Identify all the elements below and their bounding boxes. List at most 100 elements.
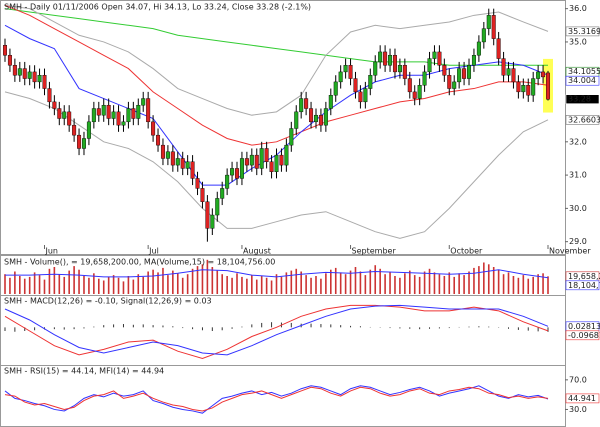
volume-bar xyxy=(132,279,135,294)
volume-bar xyxy=(137,274,140,294)
volume-bar xyxy=(58,274,61,294)
y-tick-label: 35.0 xyxy=(569,37,587,46)
volume-bar xyxy=(14,271,16,294)
volume-bar xyxy=(433,272,436,294)
volume-bar xyxy=(28,276,31,294)
candle-body xyxy=(526,85,531,96)
candle-body xyxy=(239,158,244,179)
volume-bar xyxy=(285,272,288,294)
candle-body xyxy=(541,71,546,78)
volume-bar xyxy=(423,271,426,294)
volume-bar xyxy=(517,277,520,294)
volume-bar xyxy=(147,271,149,294)
volume-bar xyxy=(63,276,66,294)
candle-body xyxy=(363,88,368,103)
candle-body xyxy=(160,144,165,159)
volume-bar xyxy=(374,265,377,294)
candle-body xyxy=(151,121,156,136)
candle-body xyxy=(496,38,501,59)
candle-body xyxy=(52,101,57,109)
x-tick-label: September xyxy=(352,247,397,256)
volume-bar xyxy=(176,273,179,294)
candle-body xyxy=(392,55,397,73)
candle-body xyxy=(546,72,551,100)
volume-bar xyxy=(260,276,263,294)
candle-body xyxy=(309,108,314,123)
volume-bar xyxy=(265,277,268,294)
candle-body xyxy=(427,58,432,73)
candle-body xyxy=(225,174,230,189)
volume-bar xyxy=(122,281,125,294)
candle-body xyxy=(106,104,111,119)
volume-bar xyxy=(162,267,164,294)
volume-bar xyxy=(418,276,421,294)
candle-body xyxy=(156,134,161,146)
candle-body xyxy=(274,154,279,172)
panel-title: SMH - MACD(12,26) = -0.10, Signal(12,26,… xyxy=(4,297,212,306)
candle-body xyxy=(67,111,72,126)
candle-body xyxy=(205,201,210,229)
volume-bar xyxy=(142,276,145,294)
candle-body xyxy=(185,161,190,169)
indicator-line xyxy=(4,386,549,412)
panel-title: SMH - RSI(15) = 44.14, MFI(14) = 44.94 xyxy=(4,367,164,376)
candle-body xyxy=(81,138,86,149)
last-value-label: 32.6603 xyxy=(568,115,600,124)
candle-body xyxy=(101,104,106,116)
candle-body xyxy=(467,65,472,79)
volume-bar xyxy=(369,269,372,294)
volume-bar xyxy=(497,269,500,294)
candle-body xyxy=(195,178,200,189)
volume-bar xyxy=(354,267,357,294)
volume-bar xyxy=(448,272,451,294)
volume-bar xyxy=(364,275,367,294)
y-tick-label: 70.0 xyxy=(569,375,587,384)
candle-body xyxy=(383,51,388,66)
volume-bar xyxy=(186,274,189,294)
volume-bar xyxy=(201,264,204,294)
volume-bar xyxy=(117,277,120,294)
last-value-box xyxy=(565,94,600,104)
last-value-label: 33.28 xyxy=(568,95,591,104)
candle-body xyxy=(12,65,17,76)
candle-body xyxy=(165,151,170,159)
price-panel xyxy=(0,0,566,255)
candle-body xyxy=(299,98,304,113)
candle-body xyxy=(531,78,536,96)
candle-body xyxy=(141,98,146,106)
candle-body xyxy=(323,108,328,126)
volume-bar xyxy=(172,270,174,294)
volume-bar xyxy=(483,262,485,294)
volume-bar xyxy=(4,274,6,294)
volume-bar xyxy=(379,268,381,294)
volume-bar xyxy=(275,274,278,294)
volume-bar xyxy=(157,272,159,294)
candle-body xyxy=(521,85,526,93)
candle-body xyxy=(220,188,225,199)
y-tick-label: 36.0 xyxy=(569,4,587,13)
last-value-label: 44.941 xyxy=(568,394,596,403)
candle-body xyxy=(437,51,442,66)
volume-bar xyxy=(300,271,302,294)
candle-body xyxy=(373,61,378,76)
volume-bar xyxy=(463,275,465,294)
volume-bar xyxy=(453,276,456,294)
last-value-box xyxy=(565,280,600,291)
volume-bar xyxy=(330,269,332,294)
volume-bar xyxy=(305,275,307,294)
candle-body xyxy=(476,41,481,56)
candle-body xyxy=(378,51,383,63)
volume-bar xyxy=(38,275,41,294)
candle-body xyxy=(259,148,264,169)
volume-bar xyxy=(389,272,391,294)
candle-body xyxy=(254,154,259,169)
candle-body xyxy=(447,75,452,89)
candle-body xyxy=(3,45,7,56)
candle-body xyxy=(511,68,516,83)
volume-bar xyxy=(522,275,525,294)
candle-body xyxy=(452,81,457,89)
volume-bar xyxy=(68,270,70,294)
candle-body xyxy=(304,98,309,109)
last-value-label: 19,658,200 xyxy=(568,272,600,281)
candle-body xyxy=(126,108,131,123)
